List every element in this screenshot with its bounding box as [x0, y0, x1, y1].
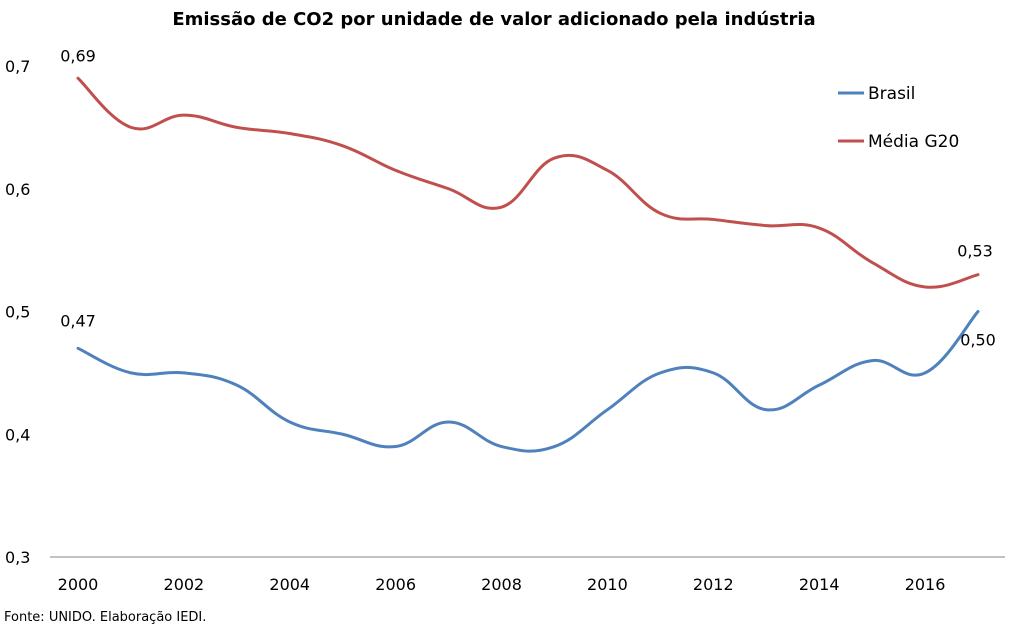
series-lines	[76, 76, 980, 453]
y-tick-label: 0,5	[5, 303, 30, 322]
data-label: 0,69	[60, 46, 96, 65]
x-tick-label: 2008	[481, 575, 522, 594]
data-label: 0,50	[960, 331, 996, 350]
y-axis-ticks: 0,3 0,4 0,5 0,6 0,7	[5, 57, 30, 567]
y-tick-label: 0,6	[5, 180, 30, 199]
legend-label: Média G20	[868, 132, 959, 152]
y-tick-label: 0,3	[5, 548, 30, 567]
x-tick-label: 2006	[375, 575, 416, 594]
y-tick-label: 0,7	[5, 57, 30, 76]
series-line-brasil	[76, 310, 980, 453]
x-tick-label: 2000	[58, 575, 99, 594]
x-tick-label: 2010	[587, 575, 628, 594]
x-tick-label: 2016	[905, 575, 946, 594]
x-tick-label: 2002	[164, 575, 205, 594]
data-label: 0,47	[60, 311, 96, 330]
x-tick-label: 2014	[799, 575, 840, 594]
y-tick-label: 0,4	[5, 425, 30, 444]
x-tick-label: 2004	[269, 575, 310, 594]
x-tick-label: 2012	[693, 575, 734, 594]
data-labels: 0,69 0,47 0,53 0,50	[60, 46, 996, 349]
legend-label: Brasil	[868, 84, 915, 104]
data-label: 0,53	[957, 242, 993, 261]
legend: Brasil Média G20	[838, 84, 959, 152]
x-axis-ticks: 2000 2002 2004 2006 2008 2010 2012 2014 2016	[58, 575, 946, 594]
series-line-media-g20	[76, 76, 980, 289]
source-note: Fonte: UNIDO. Elaboração IEDI.	[4, 610, 207, 625]
chart-title: Emissão de CO2 por unidade de valor adic…	[172, 9, 815, 30]
